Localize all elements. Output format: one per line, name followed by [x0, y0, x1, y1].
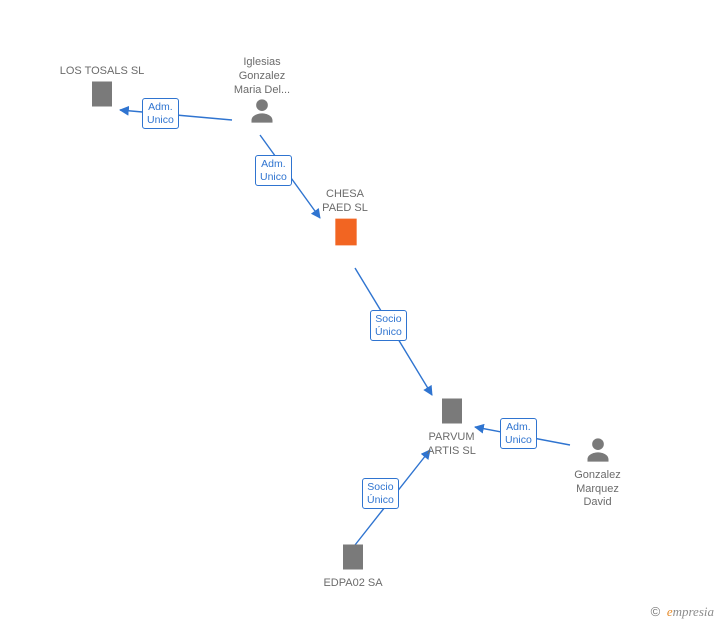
- node-los-tosals[interactable]: LOS TOSALS SL: [52, 65, 152, 114]
- edge-label: Adm. Unico: [255, 155, 292, 186]
- edge-label: Socio Único: [370, 310, 407, 341]
- node-edpa02[interactable]: EDPA02 SA: [308, 542, 398, 591]
- edge-label: Socio Único: [362, 478, 399, 509]
- node-parvum-artis[interactable]: PARVUM ARTIS SL: [414, 396, 489, 458]
- node-label: EDPA02 SA: [308, 577, 398, 591]
- node-label: Gonzalez Marquez David: [560, 469, 635, 510]
- diagram-canvas: LOS TOSALS SL Iglesias Gonzalez Maria De…: [0, 0, 728, 630]
- edge-label: Adm. Unico: [142, 98, 179, 129]
- copyright-symbol: ©: [651, 604, 661, 619]
- node-label: CHESA PAED SL: [310, 188, 380, 216]
- brand-name: empresia: [667, 604, 714, 619]
- credit: © empresia: [651, 604, 714, 620]
- building-icon: [437, 396, 467, 426]
- node-label: LOS TOSALS SL: [52, 65, 152, 79]
- building-icon: [330, 216, 360, 246]
- building-icon: [338, 542, 368, 572]
- edge-label: Adm. Unico: [500, 418, 537, 449]
- node-label: Iglesias Gonzalez Maria Del...: [222, 56, 302, 97]
- node-iglesias[interactable]: Iglesias Gonzalez Maria Del...: [222, 56, 302, 130]
- node-chesa-paed[interactable]: CHESA PAED SL: [310, 188, 380, 252]
- person-icon: [584, 436, 612, 464]
- node-gonzalez-david[interactable]: Gonzalez Marquez David: [560, 436, 635, 510]
- person-icon: [248, 97, 276, 125]
- node-label: PARVUM ARTIS SL: [414, 431, 489, 459]
- building-icon: [87, 79, 117, 109]
